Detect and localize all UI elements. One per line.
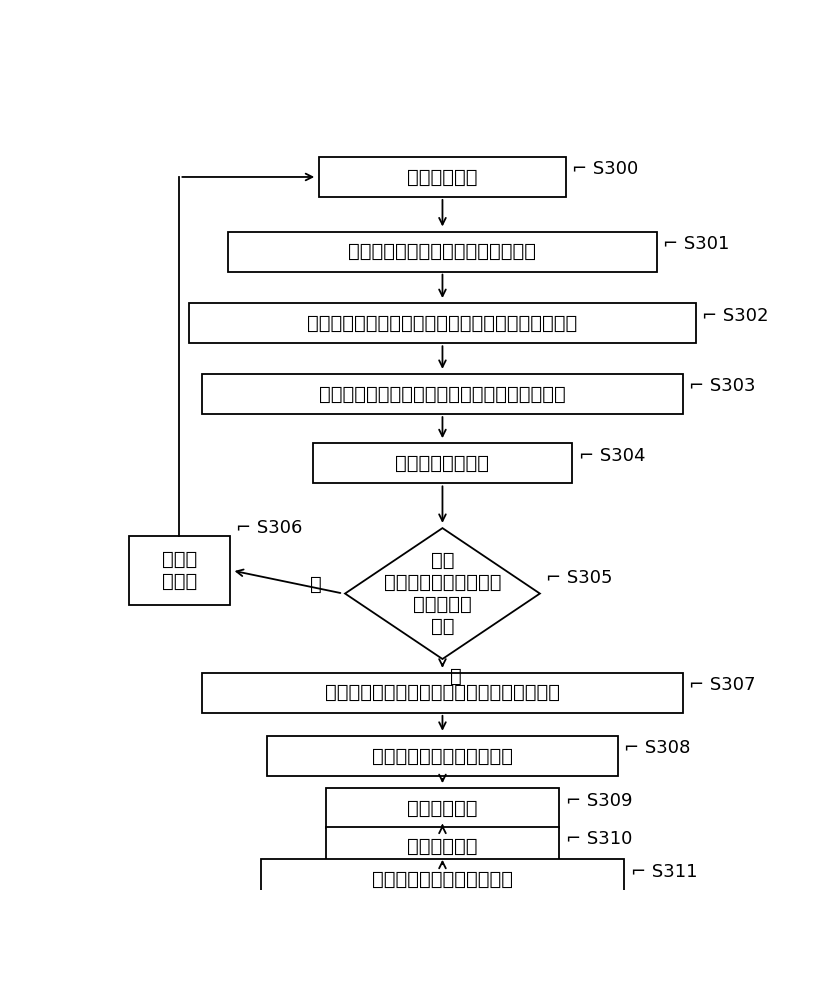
Bar xyxy=(326,788,560,828)
Text: ⌐ S300: ⌐ S300 xyxy=(572,160,639,178)
Text: 计算每个矩形轮廓的顶点在测试图像上的位置: 计算每个矩形轮廓的顶点在测试图像上的位置 xyxy=(325,683,560,702)
Polygon shape xyxy=(345,528,540,659)
Text: 对二值化的测试图像上的多个矩形方块进行轮廓搜索: 对二值化的测试图像上的多个矩形方块进行轮廓搜索 xyxy=(308,314,577,333)
Text: ⌐ S304: ⌐ S304 xyxy=(579,447,645,465)
Text: ⌐ S309: ⌐ S309 xyxy=(566,792,633,810)
Text: 对测试图像进行图像灰度二值化处理: 对测试图像进行图像灰度二值化处理 xyxy=(349,242,536,261)
Text: 计算每个矩形轮廓的中心点在测试图像上的位置: 计算每个矩形轮廓的中心点在测试图像上的位置 xyxy=(319,385,566,404)
Bar xyxy=(129,536,230,605)
Text: 定位指定视场角的矩形轮廓: 定位指定视场角的矩形轮廓 xyxy=(372,747,513,766)
Text: 判断
镜头模组的光轴倾角是
否超过设定
范围: 判断 镜头模组的光轴倾角是 否超过设定 范围 xyxy=(384,551,501,636)
Text: ⌐ S310: ⌐ S310 xyxy=(566,830,632,848)
Text: 获得测试图像: 获得测试图像 xyxy=(407,167,478,186)
Bar xyxy=(261,859,624,899)
Text: ⌐ S302: ⌐ S302 xyxy=(702,307,768,325)
Text: 根据目标位置获得刀口图片: 根据目标位置获得刀口图片 xyxy=(372,870,513,889)
Text: ⌐ S307: ⌐ S307 xyxy=(689,676,756,694)
Text: ⌐ S305: ⌐ S305 xyxy=(546,569,613,587)
Text: ⌐ S306: ⌐ S306 xyxy=(236,519,303,537)
Bar xyxy=(267,736,618,776)
Text: 确定最近矩形轮廓: 确定最近矩形轮廓 xyxy=(396,454,489,473)
Text: ⌐ S308: ⌐ S308 xyxy=(624,739,691,757)
Text: 确定目标位置: 确定目标位置 xyxy=(407,799,478,818)
Bar xyxy=(319,157,566,197)
Bar xyxy=(202,673,683,713)
Text: ⌐ S301: ⌐ S301 xyxy=(664,235,730,253)
Bar xyxy=(189,303,696,343)
Bar xyxy=(202,374,683,414)
Text: 否: 否 xyxy=(449,666,462,685)
Bar xyxy=(228,232,657,272)
Bar xyxy=(326,827,560,867)
Text: 计算目标位置: 计算目标位置 xyxy=(407,837,478,856)
Text: ⌐ S303: ⌐ S303 xyxy=(689,377,756,395)
Text: 是: 是 xyxy=(310,575,322,594)
Bar xyxy=(313,443,572,483)
Text: ⌐ S311: ⌐ S311 xyxy=(631,863,697,881)
Text: 调整测
试工装: 调整测 试工装 xyxy=(162,550,197,591)
